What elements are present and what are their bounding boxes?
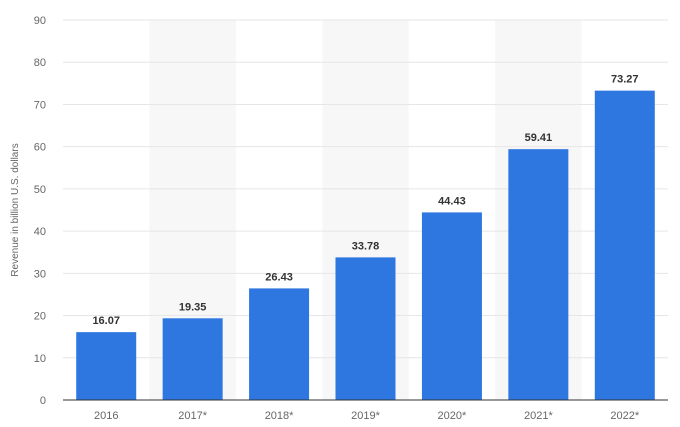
bar-2019*: [335, 257, 396, 400]
y-tick-label: 20: [34, 311, 46, 323]
data-label: 73.27: [611, 74, 639, 86]
x-tick-label: 2019*: [351, 410, 380, 422]
bar-2017*: [162, 318, 223, 400]
y-tick-label: 50: [34, 184, 46, 196]
bar-2018*: [249, 288, 310, 400]
data-labels: 16.07 19.35 26.43 33.78 44.43 59.41 73.27: [92, 74, 638, 328]
bar-2020*: [421, 212, 482, 400]
data-label: 16.07: [92, 315, 120, 327]
x-tick-label: 2016: [94, 410, 118, 422]
x-tick-label: 2021*: [524, 410, 553, 422]
x-tick-label: 2017*: [178, 410, 207, 422]
x-axis-labels: 2016 2017* 2018* 2019* 2020* 2021* 2022*: [94, 410, 640, 422]
x-tick-label: 2018*: [265, 410, 294, 422]
y-tick-label: 10: [34, 353, 46, 365]
y-tick-label: 30: [34, 268, 46, 280]
data-label: 19.35: [179, 301, 207, 313]
bars: [76, 90, 655, 400]
y-tick-label: 40: [34, 226, 46, 238]
data-label: 26.43: [265, 271, 293, 283]
y-tick-label: 0: [40, 395, 46, 407]
data-label: 33.78: [352, 240, 380, 252]
data-label: 59.41: [525, 132, 553, 144]
bar-2016: [76, 332, 137, 400]
x-tick-label: 2020*: [438, 410, 467, 422]
bar-2022*: [594, 90, 655, 400]
y-tick-label: 80: [34, 57, 46, 69]
y-tick-label: 60: [34, 142, 46, 154]
y-axis-title: Revenue in billion U.S. dollars: [10, 143, 21, 276]
y-tick-label: 70: [34, 99, 46, 111]
y-axis-ticks: 0 10 20 30 40 50 60 70 80 90: [34, 15, 46, 407]
y-tick-label: 90: [34, 15, 46, 27]
bar-2021*: [508, 149, 569, 400]
data-label: 44.43: [438, 195, 466, 207]
x-tick-label: 2022*: [610, 410, 639, 422]
